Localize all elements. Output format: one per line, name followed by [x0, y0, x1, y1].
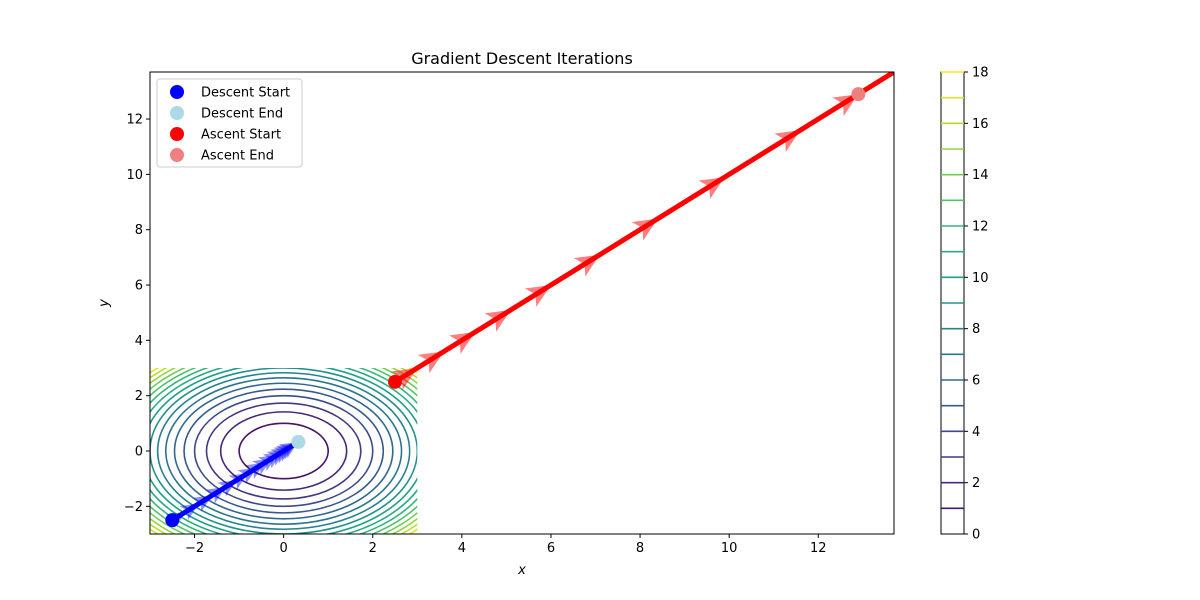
colorbar: 0 2 4 6 8 10 12 14 16 18 — [940, 66, 989, 543]
path-arrow — [449, 332, 476, 354]
plot-area — [149, 50, 930, 535]
legend-marker — [170, 127, 184, 141]
contour-line — [205, 402, 362, 500]
legend-label: Descent Start — [201, 86, 290, 101]
y-tick-label: 0 — [135, 445, 143, 460]
colorbar-tick-label: 4 — [972, 425, 980, 440]
x-tick-label: 0 — [280, 541, 288, 556]
legend: Descent Start Descent End Ascent Start Asce… — [156, 78, 303, 168]
chart-title: Gradient Descent Iterations — [411, 49, 633, 68]
path-arrow — [266, 449, 287, 466]
legend-marker — [170, 106, 184, 120]
contour-line — [193, 394, 374, 508]
path-arrow — [206, 486, 226, 504]
contour-layer — [150, 368, 418, 534]
y-tick-label: −2 — [124, 500, 143, 515]
y-tick-label: 10 — [126, 168, 143, 183]
descent-path — [166, 439, 301, 529]
x-tick-label: 4 — [458, 541, 466, 556]
marker-ascent-end — [851, 87, 866, 102]
colorbar-tick-label: 12 — [972, 220, 989, 235]
y-tick-label: 6 — [135, 279, 143, 294]
legend-marker — [170, 85, 184, 99]
path-arrow — [262, 451, 283, 469]
legend-label: Ascent Start — [201, 128, 281, 143]
colorbar-tick-label: 0 — [972, 528, 980, 543]
y-axis: −2 0 2 4 6 8 10 12 — [124, 113, 150, 515]
y-tick-label: 2 — [135, 389, 143, 404]
legend-label: Ascent End — [201, 149, 274, 164]
y-tick-label: 4 — [135, 334, 143, 349]
path-arrow — [273, 445, 294, 462]
colorbar-tick-label: 18 — [972, 66, 989, 81]
path-arrow — [245, 462, 265, 480]
path-arrow — [237, 467, 257, 484]
path-arrow — [484, 309, 511, 332]
path-arrow — [524, 285, 551, 307]
path-arrow — [228, 473, 249, 490]
path-arrow — [192, 495, 213, 512]
contour-line — [150, 368, 418, 534]
plot-frame — [149, 71, 895, 535]
colorbar-tick-label: 8 — [972, 322, 980, 337]
colorbar-tick-label: 6 — [972, 374, 980, 389]
contour-line — [164, 377, 403, 525]
contour-line — [219, 411, 348, 491]
x-axis-label: x — [517, 563, 526, 578]
x-tick-label: 2 — [369, 541, 377, 556]
path-arrow — [217, 480, 237, 497]
marker-descent-end — [291, 434, 306, 449]
path-arrow — [276, 443, 296, 460]
y-axis-label: y — [97, 299, 112, 308]
path-arrow — [257, 454, 278, 472]
path-arrow — [698, 177, 725, 199]
path-arrow — [270, 447, 290, 464]
x-tick-label: 12 — [810, 541, 827, 556]
contour-line — [183, 388, 385, 514]
path-arrow — [832, 94, 859, 116]
path-arrow — [774, 130, 801, 152]
path-arrow — [417, 351, 445, 374]
legend-label: Descent End — [201, 107, 283, 122]
contour-line — [238, 422, 330, 480]
colorbar-tick-label: 10 — [972, 271, 989, 286]
contour-line — [156, 371, 411, 531]
x-tick-label: −2 — [185, 541, 204, 556]
legend-marker — [170, 148, 184, 162]
path-arrow — [252, 458, 272, 475]
ascent-path — [391, 50, 930, 390]
y-tick-label: 8 — [135, 223, 143, 238]
contour-line — [173, 382, 394, 520]
marker-ascent-start — [388, 374, 403, 389]
x-tick-label: 8 — [636, 541, 644, 556]
path-arrow — [179, 503, 200, 520]
colorbar-tick-label: 14 — [972, 168, 989, 183]
colorbar-tick-label: 2 — [972, 476, 980, 491]
path-arrow — [904, 50, 930, 72]
marker-descent-start — [165, 513, 180, 528]
path-arrow — [573, 254, 600, 277]
path-line — [169, 439, 301, 523]
legend-box — [156, 78, 303, 168]
marker-layer — [165, 87, 866, 528]
path-arrow — [631, 218, 658, 241]
y-tick-label: 12 — [126, 113, 143, 128]
colorbar-tick-label: 16 — [972, 117, 989, 132]
x-axis: −2 0 2 4 6 8 10 12 — [185, 534, 827, 556]
x-tick-label: 10 — [721, 541, 738, 556]
path-arrow — [391, 368, 418, 390]
x-tick-label: 6 — [547, 541, 555, 556]
